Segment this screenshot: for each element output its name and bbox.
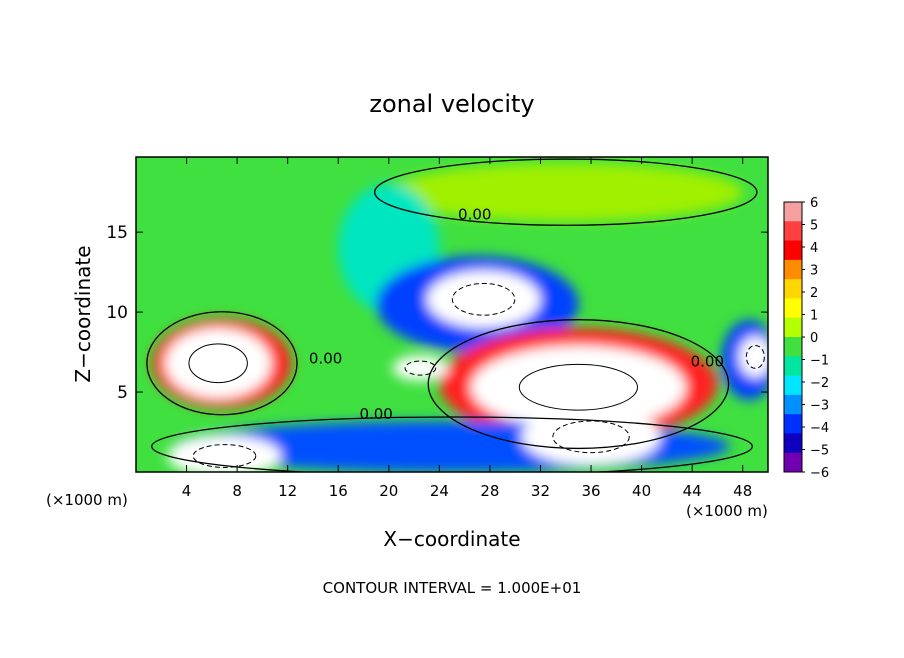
- x-tick-label-36: 36: [581, 482, 600, 500]
- chart-title: zonal velocity: [369, 90, 534, 118]
- x-unit-left: (×1000 m): [46, 491, 128, 509]
- colorbar-label-7: −1: [810, 354, 829, 369]
- contour-right-white-core: [518, 363, 638, 411]
- x-tick-label-28: 28: [480, 482, 499, 500]
- colorbar-label-8: −2: [810, 376, 829, 391]
- x-tick-label-44: 44: [683, 482, 702, 500]
- colorbar-label-6: 0: [810, 331, 818, 346]
- contour-label-1: 0.00: [359, 405, 392, 423]
- region-central-white-core: [426, 270, 541, 329]
- y-axis-label: Z−coordinate: [71, 245, 95, 382]
- contour-interval-footer: CONTOUR INTERVAL = 1.000E+01: [323, 579, 582, 597]
- colorbar-swatch-9: [784, 375, 802, 396]
- zero-contour-right-red-band: [427, 319, 730, 450]
- zero-contour-upper-light-green: [373, 158, 758, 226]
- zero-contours: [146, 158, 765, 472]
- contour-left-white-core: [188, 343, 248, 384]
- colorbar-swatch-10: [784, 394, 802, 415]
- colorbar-label-1: 5: [810, 219, 818, 234]
- contour-labels: 0.00 0.00 0.00 0.00: [309, 205, 724, 423]
- region-upper-light-green: [388, 163, 743, 221]
- contour-lower-white-core-left: [192, 444, 257, 468]
- colorbar-label-3: 3: [810, 264, 818, 279]
- region-left-white-core: [165, 328, 272, 399]
- x-tick-label-20: 20: [379, 482, 398, 500]
- x-axis-label: X−coordinate: [383, 527, 520, 551]
- plot-frame: [135, 156, 769, 473]
- x-tick-label-8: 8: [232, 482, 242, 500]
- colorbar-swatch-3: [784, 259, 802, 280]
- region-mid-white-streak: [392, 355, 449, 381]
- contour-right-edge-white: [745, 344, 765, 369]
- colorbar-swatch-11: [784, 414, 802, 434]
- zero-contour-lower-blue-band: [151, 416, 753, 472]
- colorbar-label-0: 6: [810, 196, 818, 211]
- contour-label-3: 0.00: [691, 352, 724, 370]
- colorbar: 6 5 4 3 2 1 0 −1 −2 −3 −4 −5 −6: [783, 196, 829, 481]
- contour-lower-white-core-right: [552, 420, 630, 454]
- contour-mid-white-streak: [404, 360, 437, 376]
- colorbar-swatch-6: [784, 317, 802, 338]
- x-unit-right: (×1000 m): [686, 502, 768, 520]
- region-right-edge-white: [738, 336, 768, 378]
- y-tick-label-5: 5: [117, 383, 128, 403]
- colorbar-swatch-13: [784, 452, 802, 473]
- region-right-white-core: [470, 345, 686, 429]
- colorbar-swatch-12: [784, 433, 802, 454]
- contour-label-0: 0.00: [458, 205, 491, 223]
- x-tick-label-48: 48: [733, 482, 752, 500]
- y-axis-ticks: 5 10 15: [106, 223, 768, 403]
- x-tick-label-32: 32: [531, 482, 550, 500]
- colorbar-swatch-4: [784, 279, 802, 299]
- zero-contour-left-red-ring: [146, 311, 298, 416]
- contour-central-white-core: [451, 282, 516, 316]
- colorbar-swatch-2: [784, 240, 802, 261]
- x-tick-label-12: 12: [278, 482, 297, 500]
- region-lower-white-core-right: [521, 408, 661, 466]
- x-tick-label-4: 4: [182, 482, 192, 500]
- colorbar-label-2: 4: [810, 241, 818, 256]
- colorbar-swatch-1: [784, 221, 802, 242]
- colorbar-label-12: −6: [810, 466, 829, 481]
- colorbar-label-4: 2: [810, 286, 818, 301]
- contour-label-2: 0.00: [309, 349, 342, 367]
- colorbar-swatch-5: [784, 298, 802, 319]
- plot-field: 0.00 0.00 0.00 0.00: [136, 157, 768, 472]
- colorbar-label-9: −3: [810, 399, 829, 414]
- colorbar-swatch-0: [784, 202, 802, 222]
- y-tick-label-15: 15: [106, 223, 128, 243]
- y-tick-label-10: 10: [106, 303, 128, 323]
- field-regions: [152, 163, 768, 472]
- colorbar-label-5: 1: [810, 309, 818, 324]
- x-tick-label-24: 24: [430, 482, 449, 500]
- colorbar-label-10: −4: [810, 421, 829, 436]
- region-lower-white-core-left: [167, 435, 282, 472]
- colorbar-label-11: −5: [810, 444, 829, 459]
- colorbar-swatch-8: [784, 356, 802, 377]
- x-tick-label-16: 16: [329, 482, 348, 500]
- x-axis-ticks: 4 8 12 16 20 24 28 32 36 40 44 48: [182, 157, 752, 500]
- colorbar-swatch-7: [784, 337, 802, 357]
- x-tick-label-40: 40: [632, 482, 651, 500]
